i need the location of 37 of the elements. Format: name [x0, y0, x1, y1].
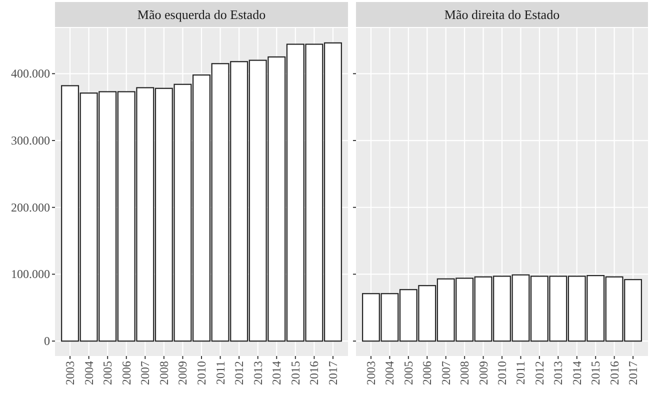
- x-tick-label: 2012: [232, 361, 246, 385]
- x-tick-label: 2007: [438, 361, 453, 385]
- x-tick-label: 2004: [382, 361, 397, 385]
- x-tick-label: 2013: [250, 361, 265, 385]
- x-tick-label: 2016: [607, 361, 622, 385]
- x-tick-label: 2014: [570, 361, 584, 385]
- y-tick-label: 100.000: [11, 267, 50, 282]
- x-tick-label: 2010: [495, 361, 509, 385]
- x-tick-label: 2015: [588, 361, 603, 385]
- x-tick-label: 2006: [119, 361, 134, 385]
- x-tick-label: 2007: [138, 361, 152, 385]
- x-tick-label: 2017: [626, 361, 640, 385]
- x-tick-label: 2014: [270, 361, 284, 385]
- x-tick-label: 2005: [401, 361, 416, 385]
- x-tick-label: 2004: [82, 361, 96, 385]
- y-tick-label: 0: [44, 334, 50, 348]
- x-tick-label: 2003: [63, 361, 78, 385]
- y-tick-label: 300.000: [11, 134, 50, 148]
- x-tick-label: 2017: [326, 361, 340, 385]
- x-tick-label: 2009: [176, 361, 190, 385]
- x-tick-label: 2006: [420, 361, 434, 385]
- x-tick-label: 2005: [100, 361, 115, 385]
- x-tick-label: 2009: [476, 361, 490, 385]
- y-tick-label: 400.000: [11, 66, 50, 81]
- x-tick-label: 2008: [156, 361, 171, 385]
- x-tick-label: 2016: [307, 361, 322, 385]
- x-tick-label: 2013: [551, 361, 566, 385]
- x-tick-label: 2015: [288, 361, 302, 385]
- x-tick-label: 2010: [194, 361, 208, 385]
- y-tick-label: 200.000: [11, 200, 50, 214]
- x-tick-label: 2003: [364, 361, 378, 385]
- x-tick-label: 2011: [213, 361, 228, 385]
- x-tick-label: 2008: [458, 361, 472, 385]
- x-tick-label: 2012: [532, 361, 546, 385]
- chart-title: Mão esquerda do Estado: [137, 7, 266, 22]
- x-tick-label: 2011: [514, 361, 528, 385]
- chart-title: Mão direita do Estado: [444, 7, 560, 22]
